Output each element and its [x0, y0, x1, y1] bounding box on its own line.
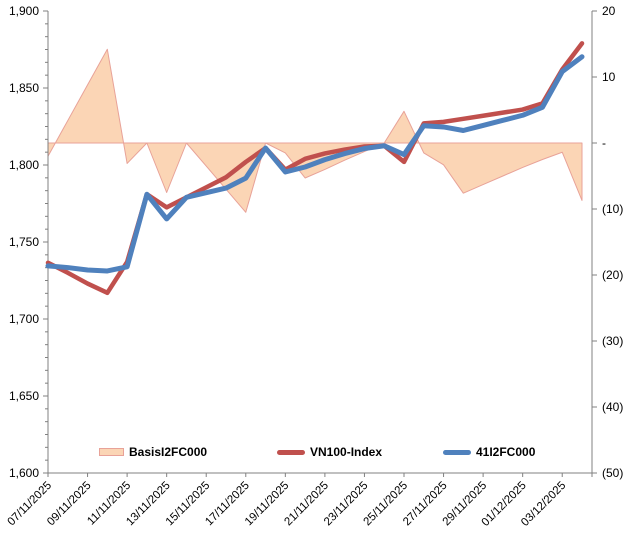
left-axis-tick-label: 1,700: [9, 312, 39, 326]
axes: [43, 10, 597, 477]
legend-item-futures: 41I2FC000: [443, 443, 535, 461]
right-axis-tick-label: (10): [602, 202, 623, 216]
left-axis-tick-label: 1,650: [9, 389, 39, 403]
right-axis-tick-label: 20: [602, 4, 616, 18]
right-axis-tick-label: 10: [602, 70, 616, 84]
left-axis-tick-label: 1,750: [9, 235, 39, 249]
legend-label-vn100: VN100-Index: [310, 445, 383, 459]
basis-area-swatch-icon: [99, 448, 124, 456]
basis-area: [47, 48, 583, 213]
right-axis-tick-label: (20): [602, 268, 623, 282]
right-axis-tick-label: -: [602, 136, 606, 150]
right-axis-tick-label: (40): [602, 400, 623, 414]
right-axis-tick-label: (30): [602, 334, 623, 348]
vn100-line-swatch-icon: [277, 449, 305, 455]
left-axis-tick-label: 1,850: [9, 81, 39, 95]
legend-label-futures: 41I2FC000: [476, 445, 536, 459]
legend-label-basis: BasisI2FC000: [129, 445, 208, 459]
chart-legend: BasisI2FC000 VN100-Index 41I2FC000: [0, 443, 636, 463]
legend-item-vn100: VN100-Index: [277, 443, 382, 461]
left-axis-tick-label: 1,800: [9, 158, 39, 172]
right-axis-tick-label: (50): [602, 466, 623, 480]
futures-line-swatch-icon: [443, 449, 471, 455]
left-axis-tick-label: 1,600: [9, 466, 39, 480]
futures-line: [45, 54, 585, 274]
left-axis-tick-label: 1,900: [9, 4, 39, 18]
legend-item-basis: BasisI2FC000: [99, 443, 207, 461]
